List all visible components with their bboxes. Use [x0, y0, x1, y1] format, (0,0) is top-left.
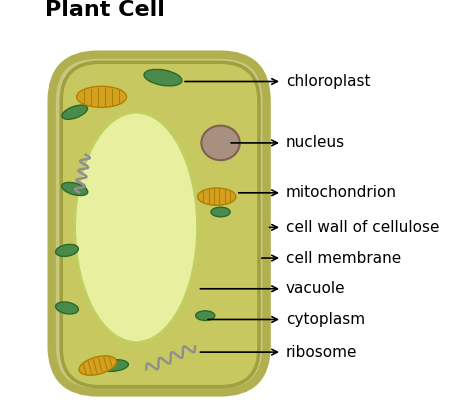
Ellipse shape — [196, 311, 215, 320]
FancyBboxPatch shape — [52, 55, 266, 392]
Text: mitochondrion: mitochondrion — [286, 185, 397, 200]
Ellipse shape — [55, 302, 78, 314]
Ellipse shape — [75, 112, 198, 342]
Ellipse shape — [211, 207, 230, 217]
Ellipse shape — [198, 188, 236, 205]
Text: Plant Cell: Plant Cell — [46, 0, 165, 20]
Ellipse shape — [62, 105, 88, 119]
Ellipse shape — [55, 244, 78, 256]
Text: nucleus: nucleus — [286, 135, 345, 150]
Ellipse shape — [144, 69, 182, 86]
FancyBboxPatch shape — [61, 62, 259, 387]
Ellipse shape — [77, 86, 127, 107]
Ellipse shape — [62, 183, 88, 195]
Text: cell wall of cellulose: cell wall of cellulose — [286, 220, 439, 235]
Text: cell membrane: cell membrane — [286, 251, 401, 266]
Ellipse shape — [79, 356, 117, 375]
Ellipse shape — [98, 360, 128, 371]
Text: vacuole: vacuole — [286, 281, 346, 296]
Text: chloroplast: chloroplast — [286, 74, 370, 89]
Text: cytoplasm: cytoplasm — [286, 312, 365, 327]
Text: ribosome: ribosome — [286, 344, 357, 360]
Ellipse shape — [201, 126, 240, 160]
